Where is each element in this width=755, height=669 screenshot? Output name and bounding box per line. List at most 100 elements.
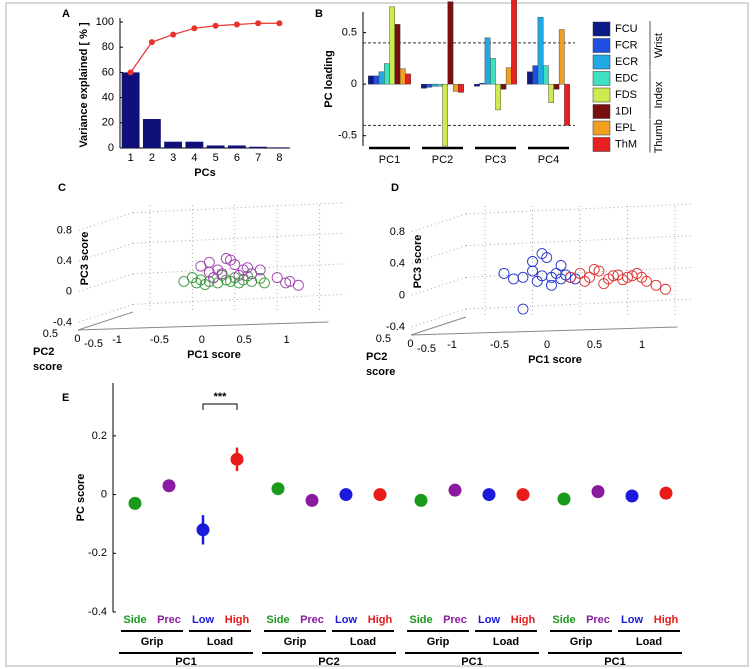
y-tick-label: -0.4 [386, 321, 405, 333]
category-label: Low [478, 614, 500, 626]
y-tick-label: 0.2 [92, 430, 107, 442]
x-tick-label: 6 [234, 152, 240, 164]
bar [452, 83, 459, 92]
bar [479, 82, 486, 85]
point [233, 269, 245, 281]
bar [511, 0, 517, 85]
y-tick-label: 0 [351, 78, 357, 90]
y-tick-label: 0.4 [390, 258, 405, 270]
cumulative-point [276, 20, 283, 27]
point [271, 272, 283, 284]
point [242, 262, 253, 274]
point [650, 279, 662, 291]
subgroup-label: Grip [141, 636, 164, 648]
point [498, 267, 510, 279]
point [588, 263, 600, 275]
significance-bracket [202, 403, 238, 410]
bar [458, 83, 464, 93]
dot [482, 488, 496, 502]
legend-swatch [592, 120, 611, 136]
dot [230, 452, 244, 466]
grid-line [465, 235, 695, 247]
dot [128, 496, 142, 510]
cumulative-point [127, 69, 134, 76]
legend-group-label: Wrist [653, 33, 665, 58]
grid-line [132, 232, 346, 244]
category-label: Prec [300, 614, 324, 626]
point [617, 274, 629, 286]
dot [162, 479, 176, 493]
bar [206, 145, 225, 148]
bar [142, 119, 161, 148]
dot [373, 488, 387, 502]
bar [405, 73, 411, 85]
legend-label: FCR [615, 39, 638, 51]
bar [495, 83, 502, 111]
group-label: PC1 [175, 656, 196, 668]
x-tick-label: 3 [170, 152, 176, 164]
y-tick-label: -0.4 [53, 316, 72, 328]
point [598, 278, 610, 290]
grid-line [77, 303, 134, 323]
x-tick-label: 0 [544, 339, 550, 351]
legend-group-label: Index [653, 81, 665, 108]
y-tick-label: 100 [96, 16, 114, 28]
grid-line [132, 263, 346, 275]
category-label: Low [621, 614, 643, 626]
grid-line [77, 212, 134, 232]
point [579, 275, 591, 287]
point [546, 279, 557, 291]
grid-line [465, 298, 695, 310]
legend-label: ECR [615, 56, 638, 68]
cumulative-point [233, 21, 240, 28]
panel-label: D [391, 182, 399, 194]
point [292, 279, 304, 291]
y-tick-label: 40 [102, 92, 114, 104]
grid-line [410, 276, 467, 296]
dot [591, 485, 605, 499]
group-label: PC2 [318, 656, 339, 668]
bar [474, 83, 480, 87]
axis-line [410, 316, 467, 336]
x-tick-label: 1 [128, 152, 134, 164]
y-tick-label: 0.4 [57, 255, 72, 267]
cumulative-point [170, 31, 177, 38]
point [636, 271, 648, 283]
point [527, 265, 538, 277]
x-tick-label: 0.5 [237, 334, 252, 346]
x-tick-label: PC3 [485, 154, 506, 166]
panel-label: C [58, 182, 66, 194]
cumulative-point [148, 39, 155, 46]
group-label: PC1 [461, 656, 482, 668]
category-label: Prec [157, 614, 181, 626]
point [527, 256, 538, 267]
category-label: Side [266, 614, 289, 626]
point [574, 267, 586, 279]
point [508, 273, 519, 285]
category-label: High [654, 614, 679, 626]
dot [557, 492, 571, 506]
y-axis-label: PC score [75, 474, 87, 522]
bar [505, 67, 512, 85]
category-label: Side [552, 614, 575, 626]
bar [490, 58, 496, 85]
legend-swatch [592, 87, 611, 103]
bar [537, 16, 544, 85]
legend-label: EDC [615, 72, 638, 84]
z-tick-label: -0.5 [84, 338, 103, 350]
bar [527, 71, 533, 85]
x-axis-label: PC1 score [187, 349, 241, 361]
y-tick-label: 60 [102, 66, 114, 78]
bar [484, 37, 491, 85]
point [225, 254, 236, 266]
z-axis-label: score [366, 366, 395, 378]
x-tick-label: 1 [639, 339, 645, 351]
subgroup-label: Grip [427, 636, 450, 648]
bar [421, 83, 427, 89]
category-label: High [225, 614, 250, 626]
x-tick-label: 7 [255, 152, 261, 164]
bar [548, 83, 555, 103]
grid-line [132, 293, 346, 305]
x-tick-label: -1 [112, 334, 122, 346]
